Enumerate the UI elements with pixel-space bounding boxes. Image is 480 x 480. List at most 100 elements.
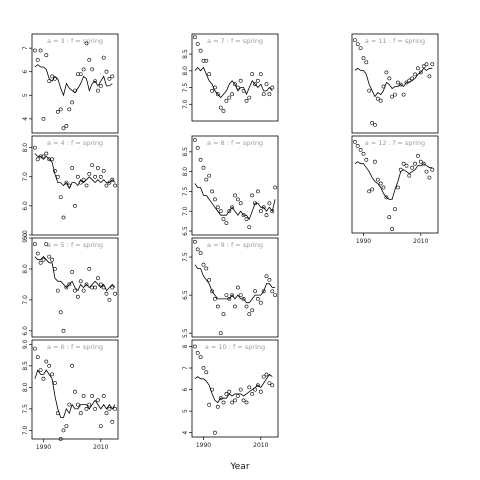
panel-4-point (81, 394, 86, 398)
panel-5-ytick-label: 7.5 (182, 83, 189, 93)
panel-5-frame (191, 33, 279, 122)
panel-2-point (64, 180, 69, 185)
panel-6: a = 8 : f = spring 6.5 7.0 7.5 8.0 8.5 (182, 135, 279, 236)
panel-8-point (253, 387, 258, 392)
panel-4-ytick-label: 8.5 (22, 361, 29, 371)
panel-9-point (364, 60, 369, 65)
panel-1-point (73, 88, 77, 93)
panel-1-point (38, 48, 43, 53)
panel-2: a = 4 : f = spring 5.0 6.0 7.0 8.0 (22, 135, 119, 240)
panel-8-ytick-label: 4 (182, 431, 189, 435)
panel-8-point (230, 400, 235, 405)
panel-5-ytick-label: 7.0 (182, 99, 189, 109)
panel-5-point (241, 89, 246, 93)
panel-3-point (104, 291, 109, 296)
panel-9-point (387, 76, 392, 81)
panel-10-point (424, 169, 429, 174)
panel-2-point (50, 157, 55, 162)
panel-10-trend-line (354, 161, 433, 200)
panel-4-point (61, 428, 66, 433)
panel-9-point (372, 123, 377, 127)
panel-10-point (372, 159, 377, 164)
panel-8-point (233, 398, 237, 403)
panel-9-point (358, 46, 363, 51)
panel-1-point (96, 88, 100, 93)
panel-9-point (367, 88, 372, 93)
panel-9-point (424, 62, 429, 67)
panel-5-point (198, 48, 203, 53)
panel-8-point (235, 394, 240, 398)
panel-6-point (212, 197, 217, 202)
panel-1-point (67, 107, 72, 112)
panel-3-ytick-label: 6.0 (22, 326, 29, 336)
panel-9-point (352, 38, 357, 43)
panel-5-point (247, 95, 252, 100)
panel-7-point (270, 289, 275, 294)
panel-5-point (195, 42, 200, 46)
panel-8-point (258, 389, 263, 394)
panel-8-point (198, 355, 203, 360)
panel-2-point (76, 174, 80, 179)
panel-3-point (67, 282, 72, 287)
panel-5-point (192, 35, 197, 40)
panel-6-point (233, 193, 237, 198)
panel-6-point (250, 193, 255, 198)
panel-2-point (87, 171, 92, 176)
panel-7-point (215, 304, 220, 309)
panel-9-point (390, 94, 395, 99)
panel-6-point (264, 213, 269, 218)
panel-2-point (110, 177, 115, 182)
panel-10-point (358, 147, 363, 152)
panel-10-point (367, 189, 372, 194)
panel-7-point (241, 296, 246, 301)
panel-7-point (247, 312, 252, 317)
panel-8-point (215, 404, 220, 409)
panel-3-label: a = 5 : f = spring (47, 241, 103, 249)
panel-1-point (104, 69, 109, 74)
panel-10-point (413, 161, 418, 166)
panel-7-point (255, 296, 260, 301)
panel-2-point (101, 168, 106, 173)
panel-4-point (33, 346, 37, 351)
panel-10-point (390, 227, 395, 231)
panel-10-point (375, 177, 380, 182)
panel-5-point (210, 89, 215, 93)
panel-1-ytick-label: 5 (22, 93, 29, 97)
panel-10-point (430, 167, 435, 172)
panel-1-point (78, 72, 83, 77)
panel-2-point (55, 174, 60, 179)
panel-9-frame (351, 33, 439, 134)
panel-6-point (201, 165, 206, 170)
panel-6-point (192, 138, 197, 142)
panel-2-ytick-label: 8.0 (22, 143, 29, 153)
panel-7-point (221, 312, 226, 317)
panel-5-point (261, 92, 266, 97)
panel-7-point (233, 304, 237, 309)
x-axis-title: Year (229, 462, 249, 472)
panel-1-point (76, 72, 80, 77)
panel-2-point (107, 180, 112, 185)
panel-6-point (270, 209, 275, 214)
panel-3-point (76, 294, 80, 299)
panel-9-point (410, 76, 415, 81)
panel-10-point (418, 159, 423, 164)
panel-2-point (33, 145, 37, 150)
panel-10-xtick-label: 2010 (413, 238, 428, 245)
panel-10-point (407, 173, 412, 178)
panel-1-point (55, 109, 60, 114)
panel-9-point (421, 64, 426, 69)
panel-8-point (270, 383, 275, 388)
panel-7-point (235, 285, 240, 290)
panel-9-point (407, 78, 412, 83)
panel-10-point (410, 165, 415, 170)
panel-4-point (87, 402, 92, 407)
panel-8-point (221, 400, 226, 405)
panel-1-point (58, 107, 63, 112)
panel-6-point (195, 145, 200, 150)
panel-7-point (253, 289, 258, 294)
panel-3-point (70, 270, 75, 274)
panel-8-point (267, 381, 272, 386)
panel-9-point (395, 80, 400, 85)
panel-2-point (35, 157, 40, 162)
panel-1-point (107, 76, 112, 81)
